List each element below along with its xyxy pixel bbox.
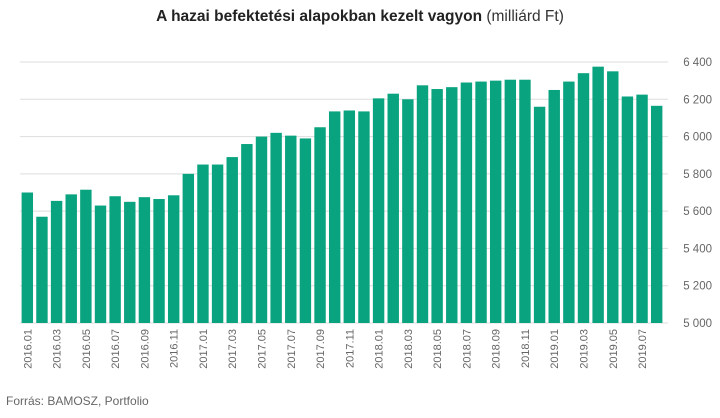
bar xyxy=(21,192,34,323)
bar xyxy=(226,157,238,323)
x-tick-label: 2016.05 xyxy=(81,329,93,369)
bar xyxy=(299,138,312,323)
bar xyxy=(416,85,429,323)
x-tick-label: 2019.07 xyxy=(637,329,649,369)
bar xyxy=(489,80,502,324)
y-tick-label: 6 400 xyxy=(683,57,712,69)
chart-title-main: A hazai befektetési alapokban kezelt vag… xyxy=(156,8,483,25)
y-tick-label: 5 000 xyxy=(683,318,712,330)
bar xyxy=(519,79,531,323)
bar xyxy=(65,194,77,323)
bar xyxy=(138,197,151,323)
bar xyxy=(241,144,253,323)
x-tick-label: 2016.03 xyxy=(52,329,64,369)
bar xyxy=(548,89,560,323)
chart-title: A hazai befektetési alapokban kezelt vag… xyxy=(0,8,720,26)
bar xyxy=(475,81,487,323)
y-tick-label: 5 200 xyxy=(683,281,712,293)
bar xyxy=(504,79,517,323)
chart-title-unit: (milliárd Ft) xyxy=(486,8,564,25)
x-tick-label: 2016.07 xyxy=(110,329,122,369)
bar xyxy=(211,164,224,323)
x-tick-label: 2018.01 xyxy=(374,329,386,369)
bar xyxy=(372,98,385,323)
bar xyxy=(387,93,399,323)
x-tick-label: 2018.09 xyxy=(491,329,503,369)
x-tick-label: 2018.05 xyxy=(432,329,444,369)
bar xyxy=(50,200,63,323)
y-tick-label: 5 800 xyxy=(683,169,712,181)
bar xyxy=(314,127,326,323)
bar xyxy=(153,199,165,323)
bar xyxy=(650,105,663,323)
bar xyxy=(358,111,370,324)
x-tick-label: 2019.05 xyxy=(608,329,620,369)
bar xyxy=(460,82,473,323)
x-tick-label: 2016.09 xyxy=(139,329,151,369)
bar xyxy=(80,189,92,323)
x-tick-label: 2016.01 xyxy=(22,329,34,369)
bar xyxy=(402,99,414,324)
bar-chart: 5 000 5 200 5 400 5 600 5 800 6 000 6 200 6 400… xyxy=(20,57,712,369)
x-tick-label: 2019.01 xyxy=(549,329,561,369)
y-tick-label: 5 400 xyxy=(683,243,712,255)
bar xyxy=(636,94,648,323)
bar xyxy=(621,96,634,323)
bar xyxy=(270,132,282,323)
x-tick-label: 2017.03 xyxy=(227,329,239,369)
x-tick-label: 2017.09 xyxy=(315,329,327,369)
source-note: Forrás: BAMOSZ, Portfolio xyxy=(6,394,149,408)
x-tick-label: 2017.11 xyxy=(344,329,356,368)
bar xyxy=(285,135,297,323)
bar xyxy=(197,164,209,323)
bar xyxy=(124,201,136,323)
x-tick-label: 2017.01 xyxy=(198,329,210,369)
y-tick-label: 6 200 xyxy=(683,94,712,106)
x-tick-label: 2018.03 xyxy=(403,329,415,369)
bar xyxy=(446,87,458,324)
bar xyxy=(592,66,604,324)
y-tick-label: 5 600 xyxy=(683,206,712,218)
x-tick-label: 2017.05 xyxy=(257,329,269,369)
x-tick-label: 2018.07 xyxy=(461,329,473,369)
bar xyxy=(607,71,619,323)
bar xyxy=(577,73,590,323)
bar xyxy=(94,205,107,323)
x-tick-label: 2018.11 xyxy=(520,329,532,368)
x-tick-label: 2016.11 xyxy=(169,329,181,368)
y-tick-label: 6 000 xyxy=(683,132,712,144)
bar xyxy=(109,196,121,323)
bar xyxy=(563,81,575,323)
bar xyxy=(328,111,341,324)
x-tick-label: 2017.07 xyxy=(286,329,298,369)
bar xyxy=(255,136,268,323)
bar xyxy=(343,110,356,323)
bar xyxy=(36,216,48,323)
x-tick-label: 2019.03 xyxy=(579,329,591,369)
bar xyxy=(431,89,443,324)
bar xyxy=(182,173,195,323)
bar xyxy=(167,195,180,323)
bar xyxy=(533,106,546,323)
